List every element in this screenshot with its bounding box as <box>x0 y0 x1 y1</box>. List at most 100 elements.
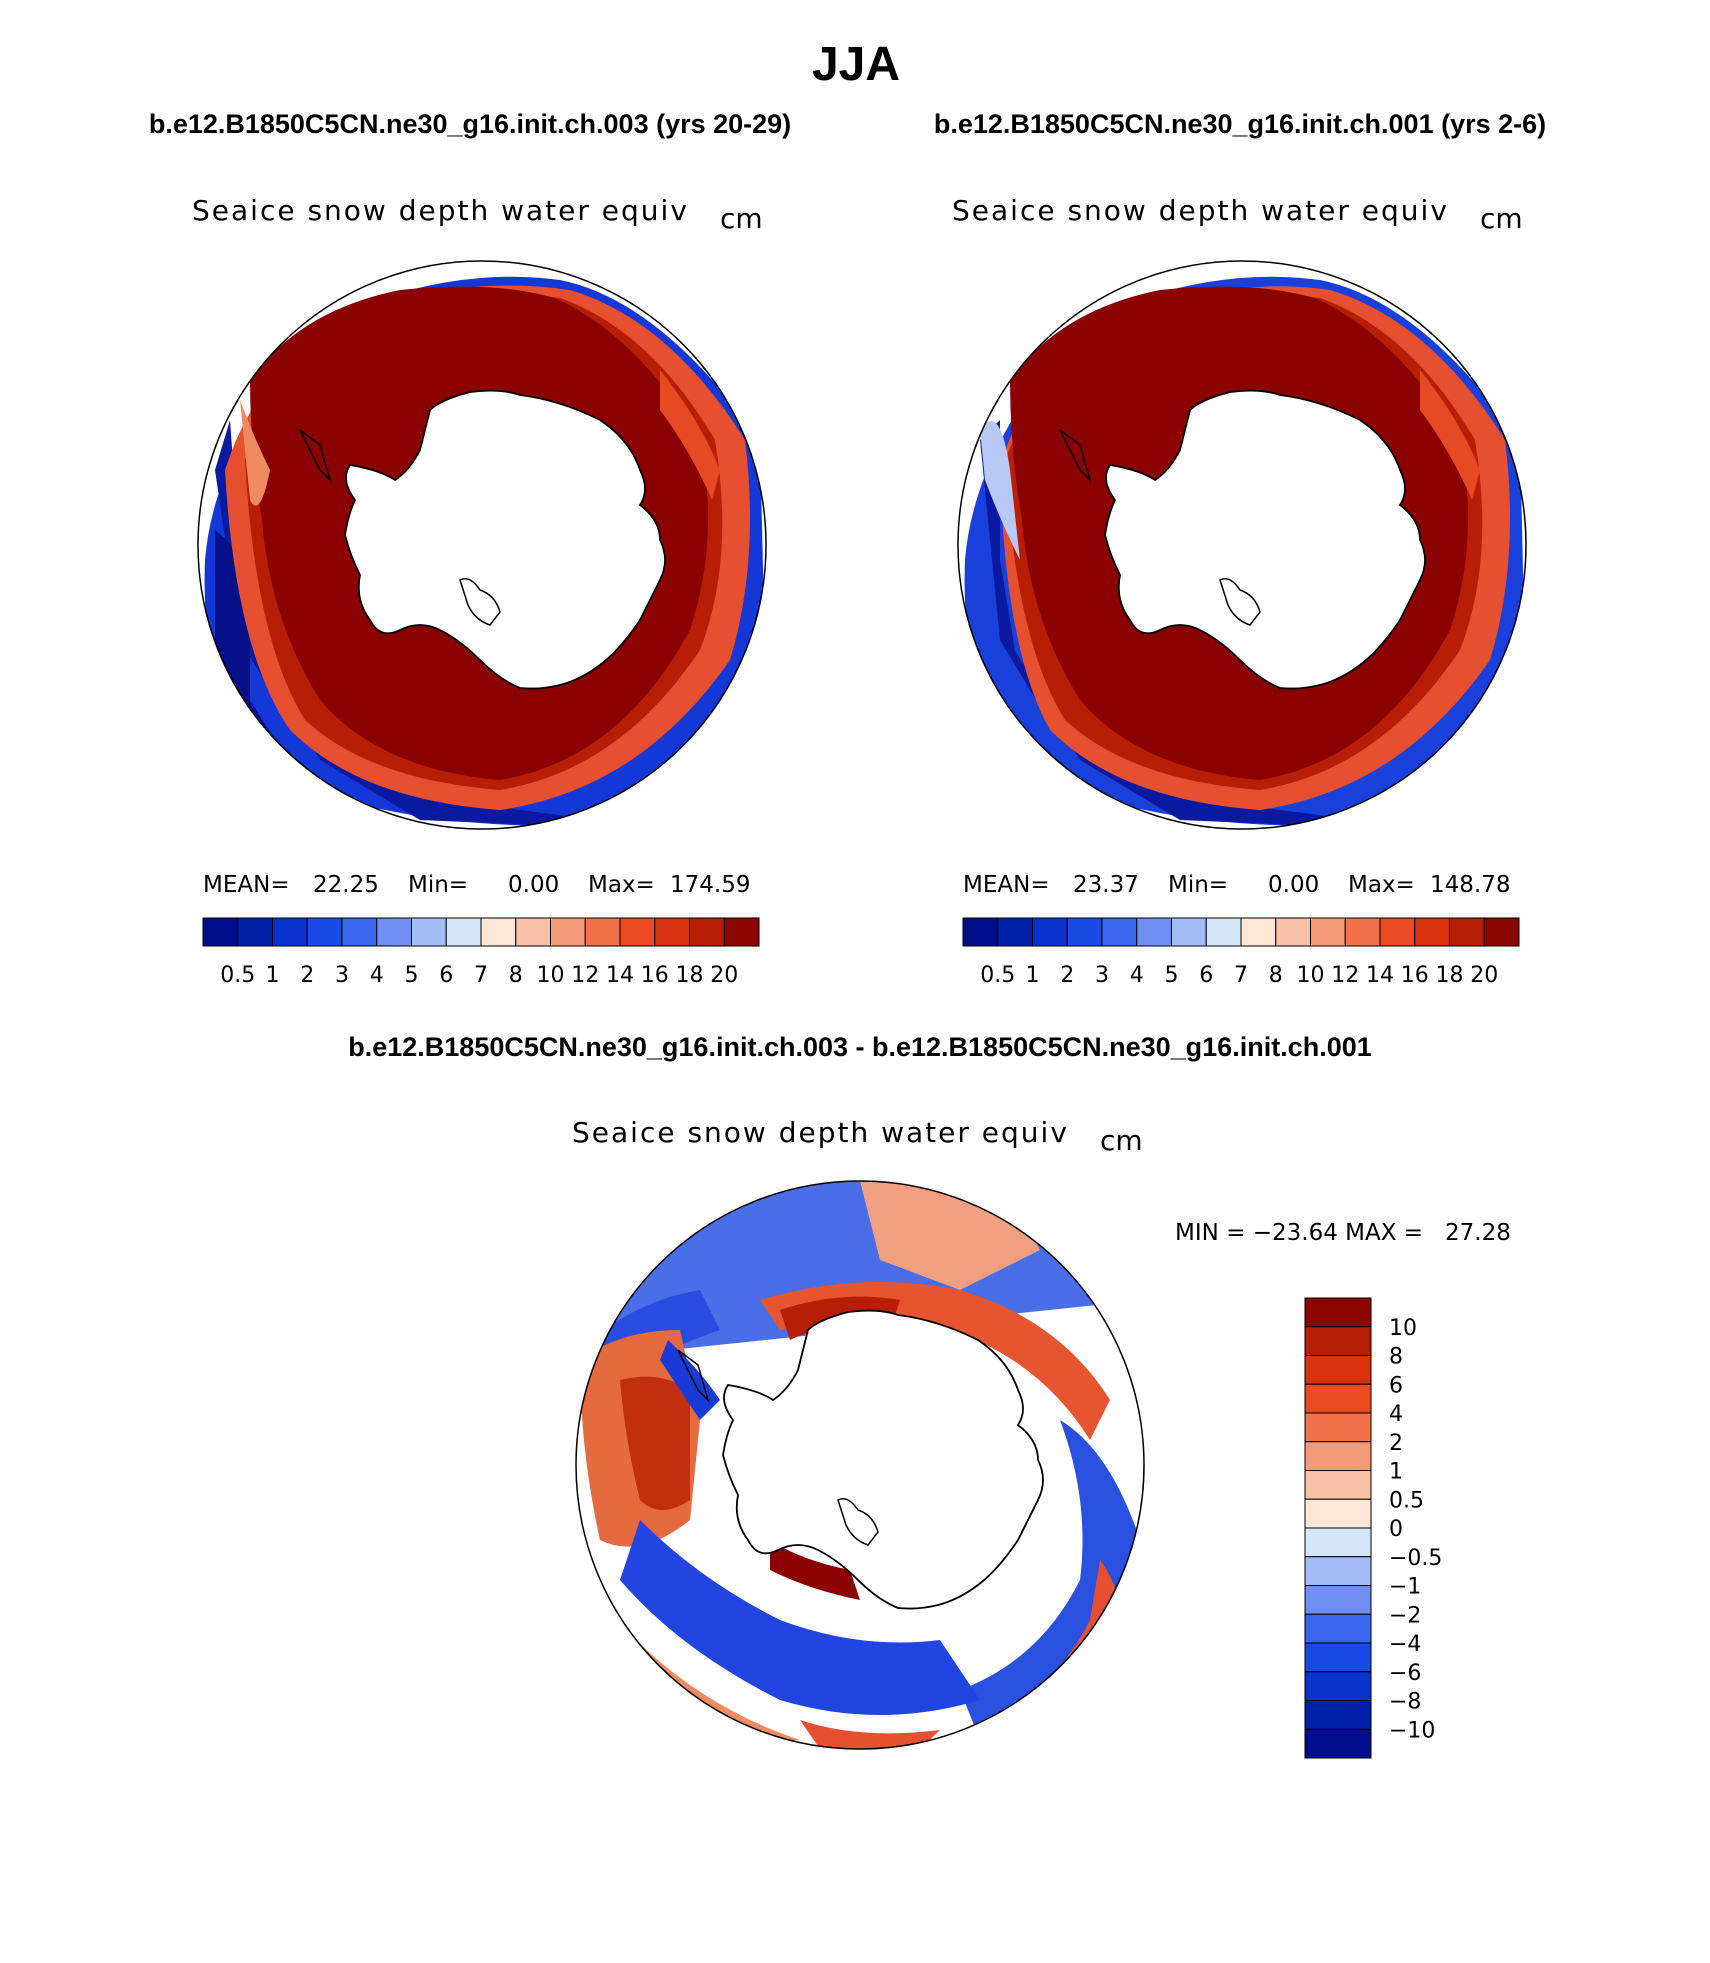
panel-right-colorbar-tick-label: 8 <box>1269 963 1283 988</box>
difference-colorbar-tick-label: −0.5 <box>1389 1546 1442 1571</box>
panel-left-colorbar-tick-label: 2 <box>300 963 314 988</box>
panel-right-colorbar-tick-label: 12 <box>1331 963 1359 988</box>
panel-left-colorbar-tick-label: 10 <box>537 963 565 988</box>
panel-right-colorbar-swatch <box>1136 917 1172 947</box>
panel-left-colorbar-swatch <box>411 917 447 947</box>
panel-left-colorbar-tick-label: 18 <box>676 963 704 988</box>
panel-left-map <box>198 261 766 829</box>
panel-difference: b.e12.B1850C5CN.ne30_g16.init.ch.003 - b… <box>348 1032 1511 1759</box>
difference-colorbar-tick-label: 2 <box>1389 1431 1403 1456</box>
difference-colorbar-swatch <box>1304 1383 1372 1414</box>
panel-right: Seaice snow depth water equiv cm MEAN= 2… <box>952 194 1527 988</box>
panel-left-case-title: b.e12.B1850C5CN.ne30_g16.init.ch.003 (yr… <box>149 109 791 139</box>
difference-colorbar-swatch <box>1304 1441 1372 1471</box>
panel-left-colorbar-tick-label: 16 <box>641 963 669 988</box>
panel-right-colorbar-swatch <box>1414 917 1450 947</box>
panel-left-max-label: Max= <box>588 872 655 898</box>
panel-left-units: cm <box>720 202 763 235</box>
panel-left-mean-label: MEAN= <box>203 872 290 898</box>
panel-right-map-boundary <box>957 260 1527 830</box>
difference-colorbar-tick-label: −10 <box>1389 1718 1435 1743</box>
difference-colorbar-swatch <box>1304 1613 1372 1644</box>
panel-right-colorbar-swatch <box>1483 917 1520 947</box>
panel-left-colorbar-swatch <box>515 917 551 947</box>
difference-colorbar-tick-label: 1 <box>1389 1460 1403 1485</box>
panel-left-colorbar-swatch <box>550 917 586 947</box>
difference-colorbar-swatch <box>1304 1326 1372 1356</box>
panel-left-colorbar-tick-label: 6 <box>439 963 453 988</box>
panel-left-max-value: 174.59 <box>670 872 750 898</box>
panel-left-colorbar-swatch <box>584 917 621 947</box>
difference-range: MIN = −23.64 MAX = 27.28 <box>1175 1220 1511 1246</box>
panel-right-colorbar-tick-label: 3 <box>1095 963 1109 988</box>
panel-right-colorbar-swatch <box>1171 917 1207 947</box>
difference-colorbar-tick-label: 0 <box>1389 1517 1403 1542</box>
panel-right-colorbar-tick-label: 18 <box>1436 963 1464 988</box>
panel-right-colorbar-tick-label: 10 <box>1297 963 1325 988</box>
panel-right-colorbar-swatch <box>1449 917 1485 947</box>
difference-colorbar-swatch <box>1304 1527 1372 1558</box>
panel-right-mean-value: 23.37 <box>1073 872 1139 898</box>
panel-right-case-title: b.e12.B1850C5CN.ne30_g16.init.ch.001 (yr… <box>934 109 1546 139</box>
panel-left-stats: MEAN= 22.25 Min= 0.00 Max= 174.59 <box>203 872 750 898</box>
panel-left-colorbar-swatch <box>341 917 378 947</box>
difference-colorbar-swatch <box>1304 1556 1372 1586</box>
panel-left: Seaice snow depth water equiv cm MEAN= 2… <box>192 194 767 988</box>
panel-left-colorbar-swatch <box>237 917 273 947</box>
panel-right-field-label: Seaice snow depth water equiv <box>952 194 1449 227</box>
panel-left-colorbar-tick-label: 14 <box>606 963 634 988</box>
panel-right-colorbar-swatch <box>1310 917 1346 947</box>
panel-left-min-value: 0.00 <box>508 872 559 898</box>
difference-colorbar-swatch <box>1304 1642 1372 1673</box>
difference-colorbar-tick-label: 6 <box>1389 1373 1403 1398</box>
panel-left-colorbar-swatch <box>480 917 517 947</box>
panel-right-stats: MEAN= 23.37 Min= 0.00 Max= 148.78 <box>963 872 1510 898</box>
difference-colorbar-tick-label: 0.5 <box>1389 1488 1424 1513</box>
panel-right-colorbar-tick-label: 7 <box>1234 963 1248 988</box>
panel-left-colorbar: 0.5 1 2 3 4 5 6 7 8 10 12 14 16 18 20 <box>202 917 760 988</box>
difference-colorbar-swatch <box>1304 1412 1372 1443</box>
difference-title: b.e12.B1850C5CN.ne30_g16.init.ch.003 - b… <box>348 1032 1372 1062</box>
difference-colorbar-swatch <box>1304 1297 1372 1328</box>
panel-right-colorbar-swatch <box>1205 917 1242 947</box>
panel-left-colorbar-tick-label: 4 <box>370 963 384 988</box>
panel-left-colorbar-tick-label: 3 <box>335 963 349 988</box>
panel-right-colorbar-tick-label: 6 <box>1199 963 1213 988</box>
panel-right-max-label: Max= <box>1348 872 1415 898</box>
panel-right-colorbar-tick-label: 4 <box>1130 963 1144 988</box>
panel-left-colorbar-swatch <box>619 917 656 947</box>
panel-left-colorbar-swatch <box>376 917 412 947</box>
panel-right-colorbar-swatch <box>1032 917 1068 947</box>
panel-right-colorbar-tick-label: 1 <box>1026 963 1040 988</box>
difference-colorbar-tick-label: −2 <box>1389 1603 1421 1628</box>
difference-colorbar-swatch <box>1304 1585 1372 1615</box>
panel-left-colorbar-swatch <box>654 917 690 947</box>
panel-left-colorbar-tick-label: 20 <box>710 963 738 988</box>
difference-colorbar-swatch <box>1304 1355 1372 1385</box>
difference-colorbar-tick-label: 10 <box>1389 1316 1417 1341</box>
panel-right-min-value: 0.00 <box>1268 872 1319 898</box>
panel-right-colorbar-tick-label: 16 <box>1401 963 1429 988</box>
difference-map-boundary <box>575 1180 1145 1750</box>
difference-colorbar-tick-label: −1 <box>1389 1575 1421 1600</box>
panel-left-colorbar-tick-label: 7 <box>474 963 488 988</box>
panel-left-colorbar-swatch <box>723 917 760 947</box>
difference-colorbar-swatch <box>1304 1498 1372 1529</box>
figure-title: JJA <box>812 38 900 91</box>
panel-right-colorbar: 0.5 1 2 3 4 5 6 7 8 10 12 14 16 18 20 <box>962 917 1520 988</box>
difference-units: cm <box>1100 1124 1143 1157</box>
panel-right-colorbar-tick-label: 5 <box>1165 963 1179 988</box>
panel-right-units: cm <box>1480 202 1523 235</box>
difference-colorbar-swatch <box>1304 1470 1372 1500</box>
panel-left-colorbar-swatch <box>202 917 239 947</box>
panel-left-colorbar-swatch <box>689 917 725 947</box>
panel-right-colorbar-swatch <box>1344 917 1381 947</box>
panel-left-colorbar-swatch <box>445 917 482 947</box>
panel-right-colorbar-swatch <box>1101 917 1138 947</box>
panel-right-colorbar-tick-label: 20 <box>1470 963 1498 988</box>
difference-map <box>576 1181 1144 1749</box>
panel-right-mean-label: MEAN= <box>963 872 1050 898</box>
panel-left-colorbar-swatch <box>272 917 308 947</box>
panel-right-colorbar-tick-label: 14 <box>1366 963 1394 988</box>
panel-left-colorbar-tick-label: 12 <box>571 963 599 988</box>
